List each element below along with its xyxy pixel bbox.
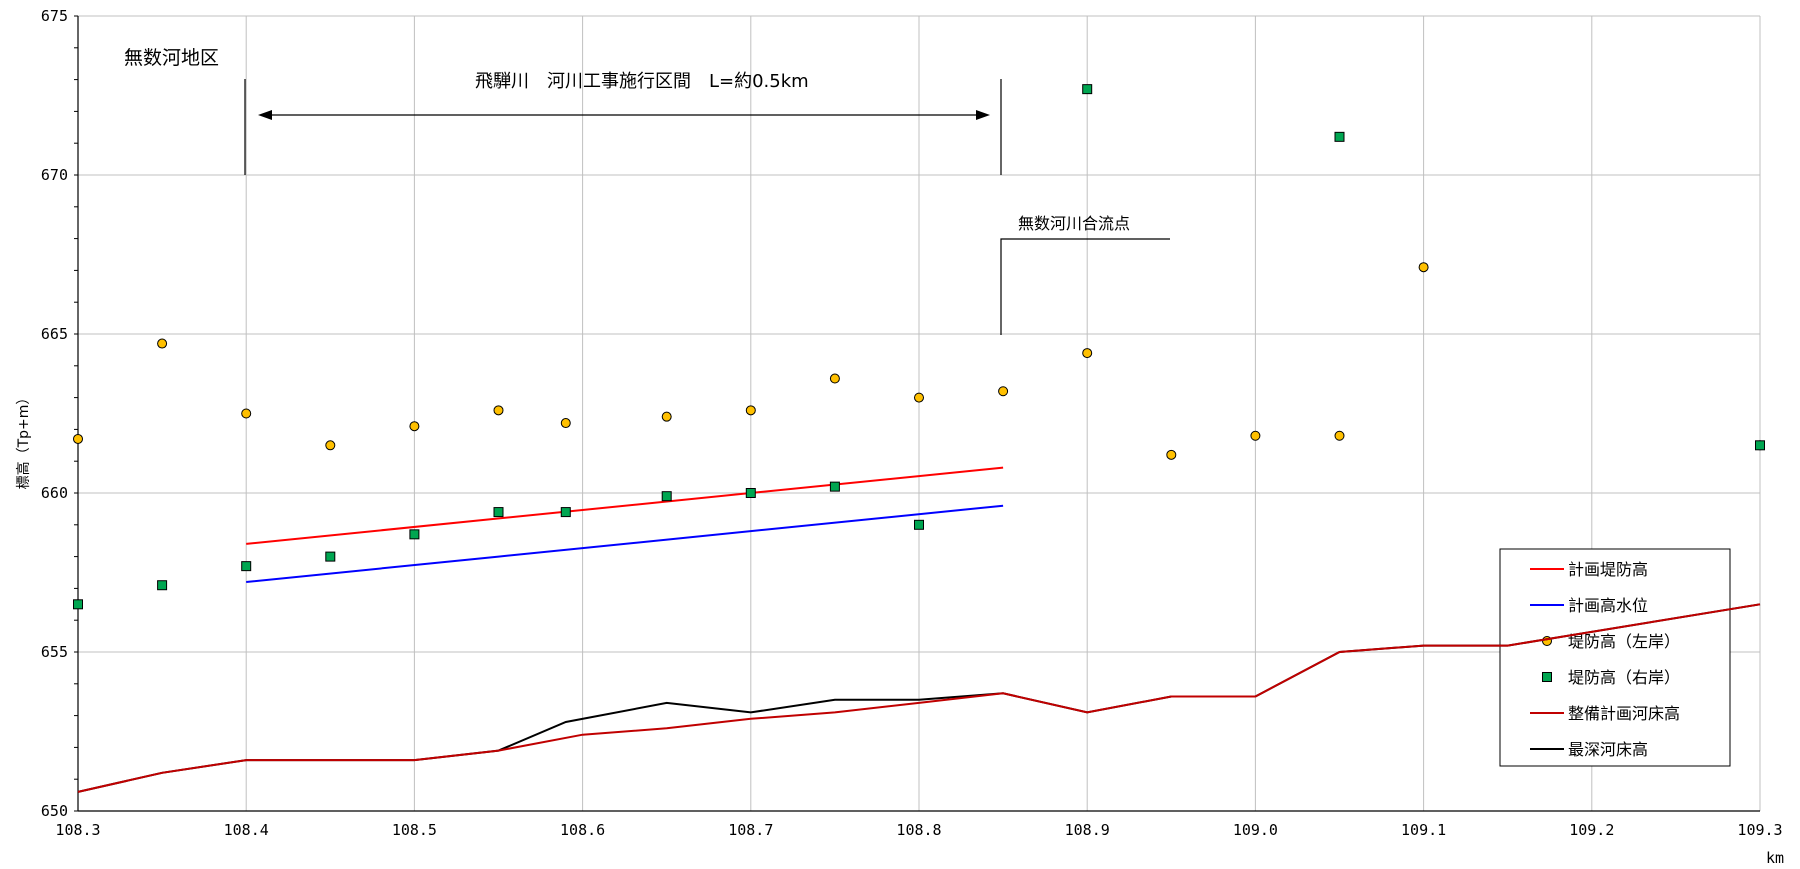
scatter-point bbox=[661, 491, 672, 502]
grid bbox=[74, 15, 1761, 812]
x-tick-label: 108.3 bbox=[55, 821, 100, 839]
scatter-point bbox=[493, 405, 504, 416]
series-4 bbox=[77, 603, 1761, 793]
scatter-point bbox=[325, 440, 336, 451]
x-tick-label: 109.3 bbox=[1737, 821, 1782, 839]
annotation-district: 無数河地区 bbox=[124, 47, 219, 69]
x-tick-label: 109.1 bbox=[1401, 821, 1446, 839]
scatter-point bbox=[409, 421, 420, 432]
x-tick-label: 108.7 bbox=[728, 821, 773, 839]
y-tick-label: 670 bbox=[41, 166, 68, 184]
scatter-point bbox=[1166, 449, 1177, 460]
series-2 bbox=[73, 262, 1765, 460]
x-tick-label: 109.0 bbox=[1233, 821, 1278, 839]
x-tick-label: 108.4 bbox=[224, 821, 269, 839]
scatter-point bbox=[998, 386, 1009, 397]
scatter-point bbox=[157, 580, 168, 591]
y-tick-label: 675 bbox=[41, 7, 68, 25]
scatter-point bbox=[914, 392, 924, 403]
legend-label: 計画高水位 bbox=[1568, 596, 1648, 615]
scatter-point bbox=[1334, 430, 1345, 441]
legend-label: 堤防高（右岸） bbox=[1568, 668, 1680, 687]
y-tick-label: 660 bbox=[41, 484, 68, 502]
scatter-point bbox=[73, 433, 83, 444]
scatter-point bbox=[1334, 131, 1345, 142]
x-tick-label: 109.2 bbox=[1569, 821, 1614, 839]
arrowhead-left-icon bbox=[258, 110, 272, 120]
y-tick-label: 650 bbox=[41, 802, 68, 820]
x-tick-label: 108.9 bbox=[1065, 821, 1110, 839]
scatter-point bbox=[560, 507, 571, 518]
scatter-point bbox=[409, 529, 420, 540]
scatter-point bbox=[1250, 430, 1261, 441]
legend-label: 整備計画河床高 bbox=[1568, 704, 1680, 723]
scatter-point bbox=[241, 408, 252, 419]
scatter-point bbox=[1418, 262, 1429, 273]
y-tick-label: 655 bbox=[41, 643, 68, 661]
scatter-point bbox=[325, 551, 336, 562]
series-line bbox=[77, 603, 1761, 793]
x-tick-label: 108.6 bbox=[560, 821, 605, 839]
scatter-point bbox=[73, 599, 83, 610]
legend-box bbox=[1499, 548, 1731, 767]
series-0 bbox=[246, 466, 1004, 545]
scatter-point bbox=[1082, 348, 1093, 359]
series-3 bbox=[73, 84, 1765, 610]
annotation-confluence-leader bbox=[1000, 238, 1170, 335]
scatter-point bbox=[241, 561, 252, 572]
scatter-point bbox=[1755, 440, 1765, 451]
legend-label: 堤防高（左岸） bbox=[1568, 632, 1680, 651]
scatter-point bbox=[1082, 84, 1093, 95]
arrowhead-right-icon bbox=[976, 110, 990, 120]
scatter-point bbox=[829, 481, 840, 492]
x-tick-label: 108.5 bbox=[392, 821, 437, 839]
x-axis-unit: km bbox=[1766, 849, 1784, 867]
legend-label: 計画堤防高 bbox=[1568, 560, 1648, 579]
scatter-point bbox=[493, 507, 504, 518]
x-tick-label: 108.8 bbox=[896, 821, 941, 839]
scatter-point bbox=[157, 338, 168, 349]
y-tick-label: 665 bbox=[41, 325, 68, 343]
annotation-section: 飛騨川 河川工事施行区間 L=約0.5km bbox=[475, 71, 809, 92]
scatter-point bbox=[829, 373, 840, 384]
series-line bbox=[246, 466, 1004, 545]
scatter-point bbox=[914, 519, 924, 530]
scatter-point bbox=[745, 488, 756, 498]
scatter-point bbox=[560, 418, 571, 429]
series-line bbox=[246, 504, 1004, 583]
annotation-confluence: 無数河川合流点 bbox=[1018, 214, 1130, 233]
series-1 bbox=[246, 504, 1004, 583]
scatter-point bbox=[745, 405, 756, 416]
legend-label: 最深河床高 bbox=[1568, 740, 1648, 759]
y-axis-label: 標高（Tp+m） bbox=[15, 391, 32, 490]
scatter-point bbox=[661, 411, 672, 422]
legend-marker-swatch bbox=[1542, 672, 1552, 682]
